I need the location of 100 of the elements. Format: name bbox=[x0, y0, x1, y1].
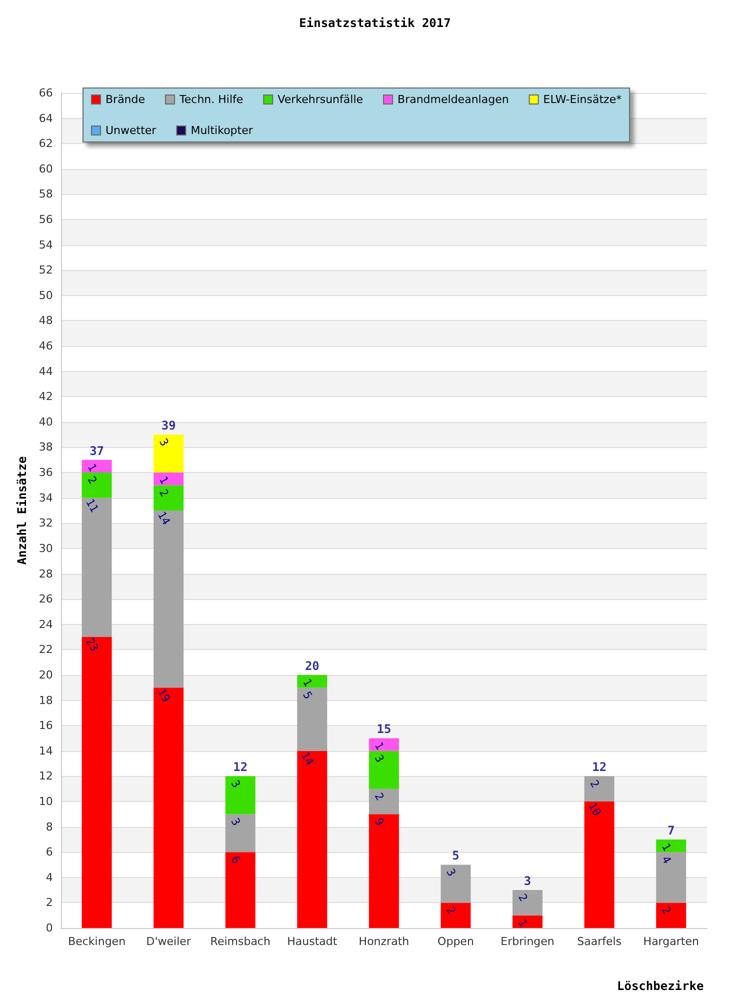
bar bbox=[440, 902, 471, 928]
data-label: 1 bbox=[372, 740, 386, 752]
bar bbox=[82, 498, 112, 638]
bar bbox=[368, 788, 399, 814]
data-label: 3 bbox=[228, 778, 243, 790]
y-tick-label: 34 bbox=[38, 491, 53, 504]
data-label: 3 bbox=[228, 816, 243, 828]
y-tick-label: 60 bbox=[38, 162, 53, 176]
y-tick-label: 4 bbox=[46, 870, 53, 884]
bar bbox=[656, 839, 686, 852]
bar bbox=[225, 814, 256, 852]
bar bbox=[297, 674, 328, 688]
data-label: 3 bbox=[444, 866, 458, 879]
y-tick-label: 18 bbox=[38, 694, 53, 707]
y-tick-label: 32 bbox=[38, 516, 53, 530]
total-label: 39 bbox=[161, 418, 176, 433]
data-label: 2 bbox=[372, 790, 386, 803]
y-tick-label: 2 bbox=[46, 896, 53, 910]
x-tick-label: Haustadt bbox=[287, 935, 338, 948]
y-tick-label: 20 bbox=[38, 668, 53, 682]
total-label: 5 bbox=[452, 848, 460, 863]
bar bbox=[368, 814, 399, 928]
x-tick-label: Honzrath bbox=[358, 935, 410, 948]
total-label: 7 bbox=[667, 823, 675, 838]
bar bbox=[656, 902, 686, 928]
data-label: 2 bbox=[659, 904, 674, 917]
bar bbox=[584, 776, 614, 802]
y-tick-label: 14 bbox=[38, 744, 53, 758]
data-label: 2 bbox=[156, 486, 172, 500]
chart-title: Einsatzstatistik 2017 bbox=[299, 16, 451, 30]
bar bbox=[154, 472, 184, 486]
y-tick-label: 48 bbox=[38, 314, 53, 328]
y-tick-label: 38 bbox=[38, 440, 53, 454]
legend-label: ELW-Einsätze* bbox=[543, 93, 622, 106]
bar bbox=[512, 890, 543, 916]
y-tick-label: 16 bbox=[38, 719, 53, 732]
y-tick-label: 36 bbox=[38, 466, 53, 480]
y-tick-label: 40 bbox=[38, 415, 53, 428]
legend-label: Multikopter bbox=[190, 124, 254, 137]
y-tick-label: 66 bbox=[38, 86, 53, 100]
y-tick-label: 10 bbox=[38, 794, 53, 808]
bar bbox=[154, 434, 184, 473]
total-label: 12 bbox=[592, 760, 607, 774]
y-tick-label: 24 bbox=[38, 618, 53, 631]
bar bbox=[82, 637, 112, 928]
data-label: 10 bbox=[586, 800, 604, 818]
legend-label: Brandmeldeanlagen bbox=[398, 93, 509, 106]
bar bbox=[368, 750, 399, 789]
bar bbox=[82, 460, 112, 473]
data-label: 14 bbox=[154, 509, 173, 528]
bar bbox=[584, 801, 614, 928]
bar bbox=[154, 485, 184, 510]
y-tick-label: 44 bbox=[38, 364, 53, 378]
data-label: 1 bbox=[300, 676, 315, 689]
x-tick-label: D'weiler bbox=[146, 935, 192, 948]
data-label: 9 bbox=[372, 816, 386, 828]
y-axis-title: Anzahl Einsätze bbox=[15, 456, 29, 565]
x-tick-label: Oppen bbox=[438, 935, 474, 948]
bar bbox=[440, 864, 471, 903]
bar bbox=[225, 776, 256, 814]
data-label: 3 bbox=[156, 436, 172, 448]
x-tick-label: Reimsbach bbox=[210, 935, 270, 948]
data-label: 2 bbox=[587, 778, 602, 790]
bar bbox=[297, 750, 328, 928]
bar bbox=[225, 852, 256, 928]
y-tick-label: 0 bbox=[46, 922, 53, 934]
legend-label: Verkehrsunfälle bbox=[278, 93, 364, 106]
legend-label: Techn. Hilfe bbox=[178, 93, 244, 106]
bar bbox=[154, 510, 184, 688]
y-tick-label: 8 bbox=[46, 820, 53, 834]
y-tick-label: 6 bbox=[46, 846, 53, 859]
total-label: 37 bbox=[90, 444, 104, 458]
total-label: 20 bbox=[304, 658, 320, 673]
y-tick-label: 26 bbox=[38, 592, 53, 606]
x-tick-label: Beckingen bbox=[68, 935, 126, 948]
y-tick-label: 54 bbox=[38, 238, 53, 252]
y-tick-label: 58 bbox=[38, 188, 53, 201]
bar bbox=[656, 852, 686, 903]
data-label: 2 bbox=[444, 904, 458, 917]
data-label: 3 bbox=[372, 752, 386, 765]
x-tick-label: Erbringen bbox=[500, 935, 554, 948]
total-label: 12 bbox=[233, 760, 248, 774]
legend-label: Unwetter bbox=[106, 124, 157, 137]
data-label: 6 bbox=[228, 854, 243, 866]
y-tick-label: 52 bbox=[38, 264, 53, 277]
y-tick-label: 30 bbox=[38, 542, 53, 555]
y-tick-label: 46 bbox=[38, 340, 53, 353]
y-tick-label: 42 bbox=[38, 390, 53, 404]
bar bbox=[368, 738, 399, 751]
data-label: 2 bbox=[84, 474, 100, 486]
total-label: 3 bbox=[524, 874, 532, 888]
data-label: 1 bbox=[84, 462, 100, 474]
data-label: 5 bbox=[300, 689, 315, 702]
total-label: 15 bbox=[376, 722, 392, 736]
y-tick-label: 50 bbox=[38, 288, 53, 302]
data-label: 14 bbox=[298, 750, 317, 768]
y-tick-label: 64 bbox=[38, 112, 53, 125]
y-tick-label: 56 bbox=[38, 213, 53, 226]
data-label: 19 bbox=[154, 686, 173, 704]
bar bbox=[297, 688, 328, 751]
